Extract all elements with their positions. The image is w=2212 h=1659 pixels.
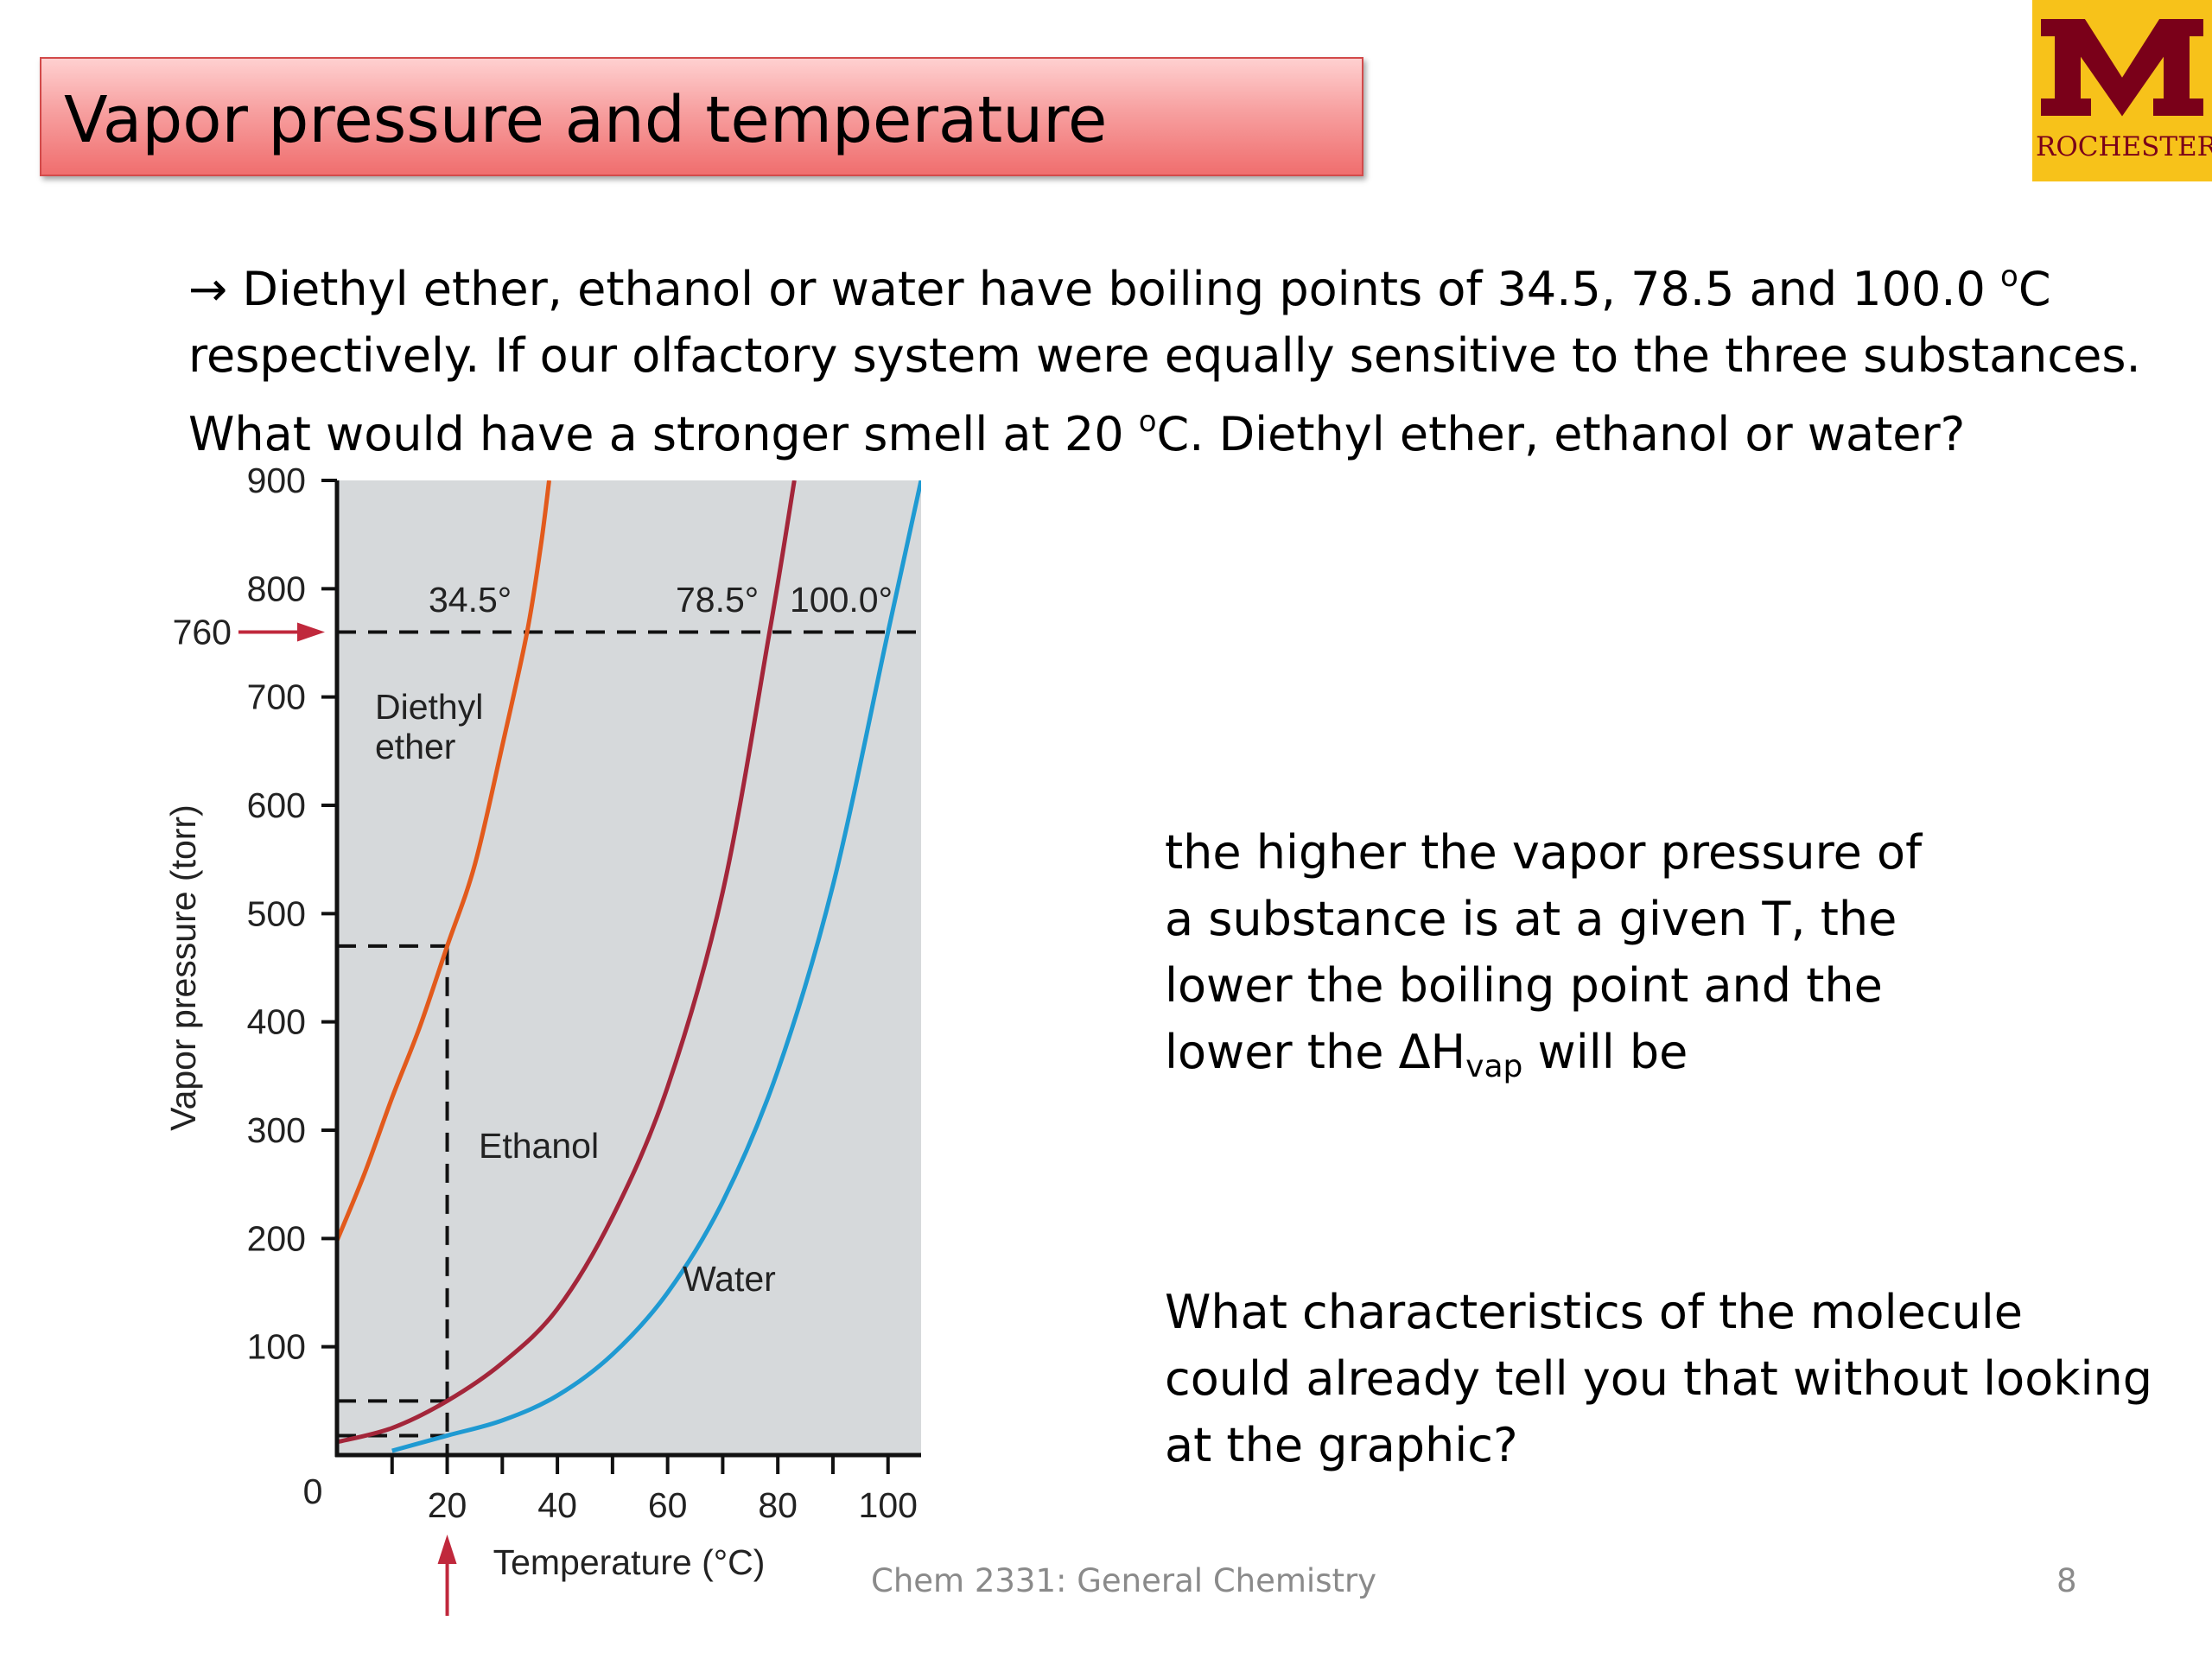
series-label-water: Water — [683, 1259, 776, 1299]
note-1-sub-vap: vap — [1465, 1049, 1523, 1084]
reference-label: 760 — [173, 612, 232, 652]
y-axis-title: Vapor pressure (torr) — [163, 804, 203, 1130]
y-tick-label: 800 — [247, 569, 306, 608]
unit-c: C — [2018, 262, 2051, 316]
boiling-label-ether: 34.5° — [429, 580, 512, 620]
note-1-line-3: lower the boiling point and the — [1165, 958, 1883, 1013]
note-2-line-3: at the graphic? — [1165, 1418, 1518, 1472]
y-tick-label: 900 — [247, 461, 306, 500]
logo-wordmark: ROCHESTER — [2036, 131, 2212, 162]
y-tick-label: 500 — [247, 893, 306, 933]
degree-sup: o — [2000, 259, 2018, 294]
series-label-diethyl-ether-1: Diethyl — [375, 687, 483, 727]
slide-title: Vapor pressure and temperature — [64, 83, 1108, 157]
slide-title-banner: Vapor pressure and temperature — [40, 57, 1363, 176]
x-tick-label: 80 — [758, 1485, 798, 1525]
question-line-3: What would have a stronger smell at 20 o… — [188, 389, 2115, 467]
x-tick-label: 20 — [428, 1485, 467, 1525]
question-line-2: respectively. If our olfactory system we… — [188, 328, 2141, 383]
y-tick-label: 600 — [247, 785, 306, 825]
note-1-line-4b: will be — [1522, 1025, 1688, 1079]
series-line-diethyl-ether — [337, 480, 552, 1242]
series-line-water — [391, 480, 921, 1453]
followup-question: What characteristics of the molecule cou… — [1165, 1279, 2184, 1478]
series-label-diethyl-ether-2: ether — [375, 727, 455, 766]
y-tick-label: 200 — [247, 1218, 306, 1258]
page-number: 8 — [2056, 1562, 2077, 1599]
note-2-line-1: What characteristics of the molecule — [1165, 1285, 2023, 1339]
note-1-line-2: a substance is at a given T, the — [1165, 892, 1897, 946]
x-axis-title: Temperature (°C) — [493, 1542, 766, 1582]
reference-arrow-head-icon — [297, 622, 325, 642]
note-1-line-4: lower the ΔHvap will be — [1165, 1019, 2115, 1100]
explanation-note: the higher the vapor pressure of a subst… — [1165, 819, 2115, 1100]
note-2-line-2: could already tell you that without look… — [1165, 1351, 2153, 1406]
note-1-line-1: the higher the vapor pressure of — [1165, 825, 1923, 880]
series-label-ethanol: Ethanol — [479, 1126, 599, 1166]
y-tick-label: 400 — [247, 1002, 306, 1042]
boiling-label-water: 100.0° — [790, 580, 893, 620]
y-tick-label: 700 — [247, 677, 306, 717]
y-tick-label: 300 — [247, 1110, 306, 1150]
question-line-1-text: Diethyl ether, ethanol or water have boi… — [242, 262, 2001, 316]
degree-sup-2: o — [1138, 404, 1157, 439]
question-text: → Diethyl ether, ethanol or water have b… — [188, 244, 2141, 467]
plot-background — [337, 480, 921, 1455]
university-logo: ROCHESTER — [2032, 0, 2212, 181]
x-tick-label: 60 — [648, 1485, 688, 1525]
question-line-3b: C. Diethyl ether, ethanol or water? — [1156, 407, 1966, 461]
x-marker-arrow-head-icon — [437, 1535, 457, 1564]
question-line-3a: What would have a stronger smell at 20 — [188, 407, 1139, 461]
origin-label: 0 — [303, 1471, 323, 1511]
note-1-line-4a: lower the ΔH — [1165, 1025, 1466, 1079]
boiling-label-ethanol: 78.5° — [676, 580, 759, 620]
x-tick-label: 100 — [859, 1485, 918, 1525]
x-tick-label: 40 — [537, 1485, 577, 1525]
arrow-right-icon: → — [188, 262, 228, 316]
series-line-ethanol — [337, 480, 797, 1445]
footer-course: Chem 2331: General Chemistry — [871, 1562, 1377, 1599]
question-line-1: → Diethyl ether, ethanol or water have b… — [188, 244, 2115, 322]
block-m-icon — [2037, 16, 2207, 123]
y-tick-label: 100 — [247, 1327, 306, 1367]
